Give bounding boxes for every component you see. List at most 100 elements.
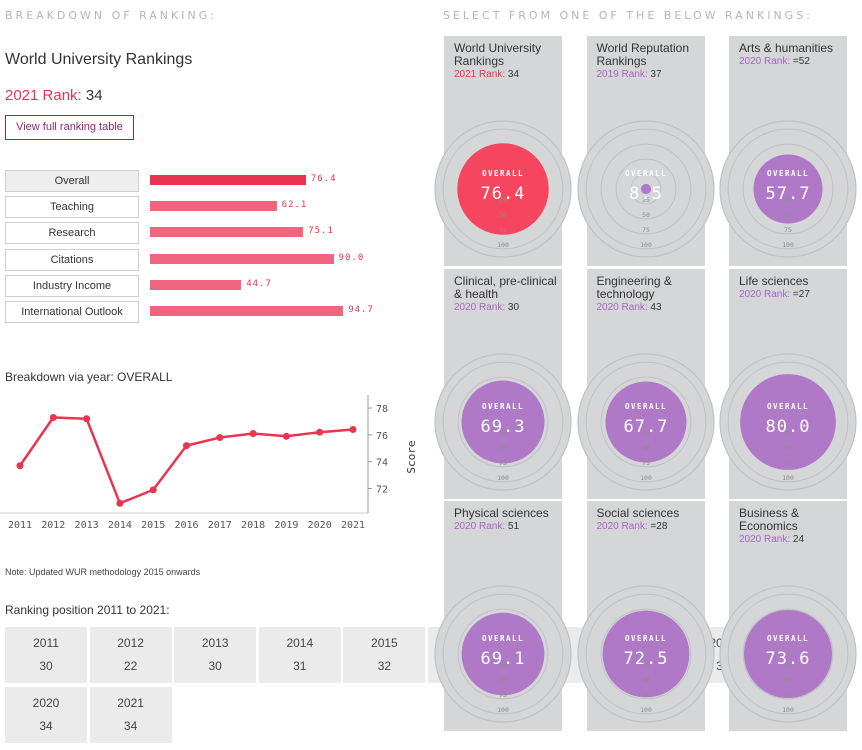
ring-label: 75 (784, 226, 792, 234)
data-point-2021[interactable] (349, 426, 357, 434)
position-cell-2011: 2011 30 (5, 627, 87, 683)
data-point-2014[interactable] (116, 499, 124, 507)
card-rank-value: =28 (647, 521, 668, 532)
ring-label: 100 (640, 473, 652, 481)
card-rank: 2019 Rank: 37 (597, 69, 662, 80)
scale-ring-100 (442, 128, 564, 250)
x-tick-label: 2016 (174, 520, 198, 531)
rankings-heading: SELECT FROM ONE OF THE BELOW RANKINGS: (443, 9, 813, 22)
position-rank: 30 (208, 659, 222, 673)
data-point-2012[interactable] (49, 413, 57, 421)
card-score: 80.0 (766, 417, 811, 437)
ring-label: 50 (499, 211, 507, 219)
ranking-card-business-economics[interactable]: Business & Economics 2020 Rank: 24 25 50 75 1… (719, 501, 857, 731)
ranking-card-social-sciences[interactable]: Social sciences 2020 Rank: =28 25 50 75 100 OV… (576, 501, 715, 731)
ring-label: 75 (642, 691, 650, 699)
ring-label: 75 (499, 458, 507, 466)
scale-ring-100 (442, 593, 564, 715)
score-disc (461, 380, 545, 463)
score-disc (602, 610, 689, 698)
pillar-button-citations[interactable]: Citations (5, 248, 139, 271)
scale-ring-100 (585, 128, 706, 250)
score-radar: 25 50 75 100 OVERALL 76.4 (434, 120, 572, 258)
ranking-card-life-sciences[interactable]: Life sciences 2020 Rank: =27 25 50 75 100 OVER… (719, 268, 857, 499)
pillar-bar-international-outlook (150, 306, 344, 316)
card-title: Social sciences (596, 506, 680, 520)
card-title: Clinical, pre-clinical & health (454, 273, 557, 301)
ring-label: 50 (642, 676, 650, 684)
pillar-button-teaching[interactable]: Teaching (5, 196, 139, 219)
x-tick-label: 2015 (141, 520, 165, 531)
data-point-2017[interactable] (216, 434, 224, 442)
card-rank: 2021 Rank: 34 (454, 69, 519, 80)
ring-label: 50 (642, 211, 650, 219)
position-cell-2015: 2015 32 (343, 627, 426, 683)
data-point-2020[interactable] (316, 428, 324, 436)
ranking-card-clinical-pre-clinical-health[interactable]: Clinical, pre-clinical & health 2020 Rank… (434, 268, 572, 499)
positions-title: Ranking position 2011 to 2021: (5, 603, 170, 617)
card-score: 69.1 (481, 649, 526, 669)
rank-label: 2021 Rank: (5, 87, 82, 104)
pillar-score-international-outlook: 94.7 (348, 305, 374, 315)
data-point-2019[interactable] (282, 432, 290, 440)
data-point-2016[interactable] (183, 442, 190, 450)
ring-label: 100 (782, 241, 794, 249)
ring-label: 100 (497, 473, 509, 481)
overall-label: OVERALL (767, 169, 809, 178)
pillar-score-research: 75.1 (308, 226, 334, 237)
ring-label: 75 (784, 458, 792, 466)
methodology-note: Note: Updated WUR methodology 2015 onwar… (5, 567, 201, 577)
card-rank-label: 2020 Rank: (454, 521, 506, 532)
card-rank: 2020 Rank: 30 (454, 302, 519, 313)
ring-label: 100 (640, 241, 652, 249)
ring-label: 25 (642, 428, 650, 436)
position-year: 2021 (117, 696, 144, 710)
pillar-bar-citations (150, 253, 334, 264)
pillar-button-international-outlook[interactable]: International Outlook (5, 301, 139, 323)
card-rank-label: 2020 Rank: (739, 288, 791, 300)
x-tick-label: 2017 (208, 520, 232, 531)
ranking-card-world-reputation-rankings[interactable]: World Reputation Rankings 2019 Rank: 37 25… (576, 36, 715, 266)
card-score: 73.6 (766, 649, 811, 669)
card-score: 8.5 (629, 184, 663, 204)
card-rank: 2020 Rank: 43 (597, 302, 662, 313)
card-rank: 2020 Rank: =27 (739, 289, 810, 300)
card-title: World University Rankings (454, 41, 542, 68)
ring-label: 100 (782, 473, 794, 481)
y-tick-label: 78 (376, 404, 388, 415)
pillar-button-industry-income[interactable]: Industry Income (5, 274, 139, 297)
data-point-2013[interactable] (83, 415, 91, 423)
card-rank-label: 2019 Rank: (596, 69, 648, 80)
card-title: Life sciences (739, 273, 809, 288)
x-tick-label: 2014 (108, 520, 132, 531)
card-rank: 2020 Rank: =52 (739, 56, 810, 67)
card-rank-value: 37 (647, 69, 662, 80)
pillar-button-research[interactable]: Research (5, 222, 139, 245)
card-rank: 2020 Rank: =28 (597, 521, 668, 532)
card-score: 69.3 (481, 417, 526, 437)
data-point-2011[interactable] (16, 462, 24, 470)
ranking-card-arts-humanities[interactable]: Arts & humanities 2020 Rank: =52 25 50 75 100… (719, 36, 857, 266)
ranking-card-world-university-rankings[interactable]: World University Rankings 2021 Rank: 34 25… (434, 36, 572, 266)
ranking-card-engineering-technology[interactable]: Engineering & technology 2020 Rank: 43 25 5… (576, 268, 715, 499)
card-rank-value: 51 (505, 521, 520, 532)
card-rank-value: 24 (790, 534, 805, 545)
card-rank-label: 2020 Rank: (596, 521, 648, 532)
data-point-2015[interactable] (149, 486, 157, 494)
position-rank: 32 (377, 659, 392, 673)
year-line-chart: 72 74 76 78 Score 2011 2012 2013 2014 2015 2016 201… (0, 395, 418, 531)
card-score: 57.7 (766, 184, 811, 204)
scale-ring-100 (585, 593, 706, 715)
data-point-2018[interactable] (249, 430, 257, 438)
x-tick-label: 2013 (75, 520, 99, 531)
ranking-card-physical-sciences[interactable]: Physical sciences 2020 Rank: 51 25 50 75 100 O… (434, 501, 572, 731)
card-score: 67.7 (623, 417, 668, 437)
card-score: 72.5 (623, 649, 668, 669)
ring-label: 100 (497, 706, 509, 714)
view-full-table-button[interactable]: View full ranking table (5, 115, 134, 140)
overall-label: OVERALL (767, 634, 809, 643)
ring-label: 25 (784, 428, 792, 436)
ring-label: 50 (784, 676, 792, 684)
pillar-button-overall[interactable]: Overall (5, 170, 139, 192)
scale-ring-75 (600, 376, 691, 467)
